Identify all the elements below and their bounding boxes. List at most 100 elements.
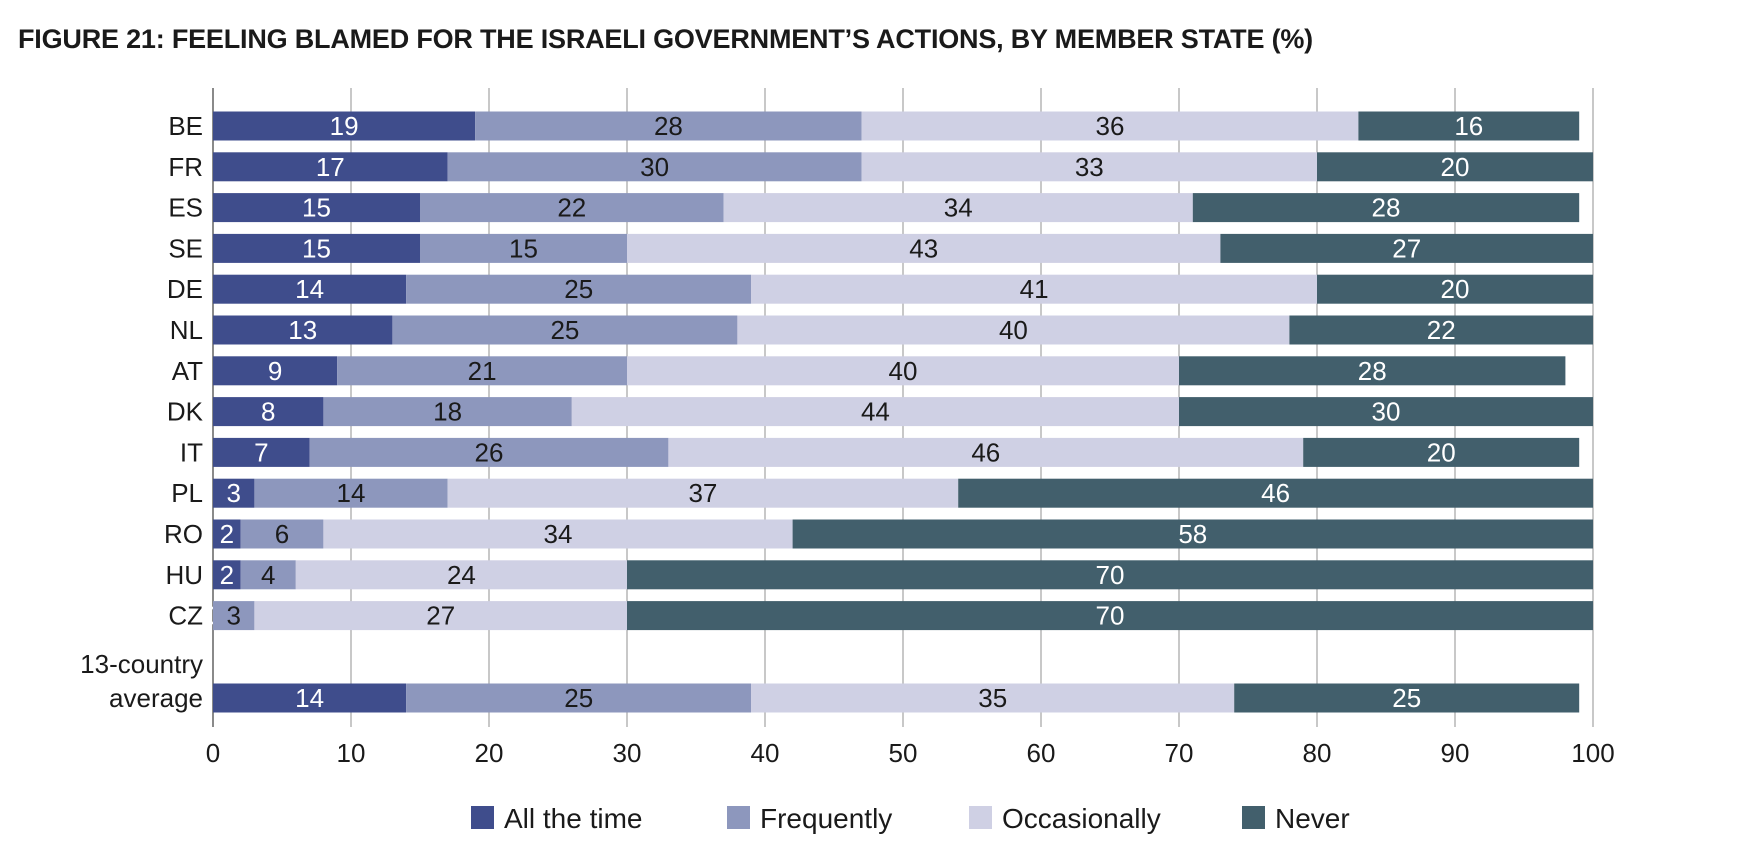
bar-segment <box>447 152 862 182</box>
category-label: HU <box>165 560 203 590</box>
bar-segment <box>475 111 862 141</box>
bar-segment <box>213 193 420 223</box>
x-tick-label: 100 <box>1571 738 1614 768</box>
data-label: 34 <box>944 193 973 223</box>
bar-segment <box>668 437 1304 467</box>
legend: All the time Frequently Occasionally Never <box>471 803 1350 834</box>
bar-segment <box>240 560 296 590</box>
bar-segment <box>309 437 669 467</box>
bar-segment <box>213 601 255 631</box>
bar-segment <box>627 560 1593 590</box>
category-label: BE <box>168 111 203 141</box>
legend-swatch <box>727 806 750 829</box>
data-label: 25 <box>1392 683 1421 713</box>
data-label: 20 <box>1441 274 1470 304</box>
data-label: 3 <box>226 478 240 508</box>
legend-label: Occasionally <box>1002 803 1161 834</box>
data-label: 40 <box>999 315 1028 345</box>
x-tick-label: 30 <box>613 738 642 768</box>
bar-segment <box>1179 356 1566 386</box>
bar-segment <box>751 274 1317 304</box>
data-label: 24 <box>447 560 476 590</box>
bar-segment <box>323 397 572 427</box>
bar-segment <box>295 560 627 590</box>
data-label: 17 <box>316 152 345 182</box>
bar-segment <box>1220 233 1593 263</box>
category-label: IT <box>180 437 203 467</box>
x-tick-label: 10 <box>337 738 366 768</box>
bar-segment <box>213 152 448 182</box>
data-label: 15 <box>302 193 331 223</box>
bar-segment <box>792 519 1593 549</box>
bar-segment <box>213 356 338 386</box>
x-tick-label: 70 <box>1165 738 1194 768</box>
data-label: 25 <box>564 683 593 713</box>
data-label: 70 <box>1096 560 1125 590</box>
data-label: 46 <box>971 437 1000 467</box>
data-label: 44 <box>861 397 890 427</box>
legend-swatch <box>471 806 494 829</box>
data-label: 33 <box>1075 152 1104 182</box>
bar-segment <box>1303 437 1580 467</box>
data-label: 6 <box>275 519 289 549</box>
category-label: AT <box>172 356 203 386</box>
data-label: 41 <box>1020 274 1049 304</box>
data-label: 28 <box>1358 356 1387 386</box>
bar-segment <box>1289 315 1593 345</box>
bar-segment <box>861 111 1359 141</box>
data-label: 22 <box>557 193 586 223</box>
bar-segment <box>1358 111 1580 141</box>
x-tick-label: 50 <box>889 738 918 768</box>
bar-segment <box>627 356 1179 386</box>
bar-segment <box>627 233 1221 263</box>
x-tick-label: 0 <box>206 738 220 768</box>
data-label: 26 <box>475 437 504 467</box>
data-label: 30 <box>640 152 669 182</box>
bar-segment <box>213 683 407 713</box>
bar-segment <box>1317 274 1593 304</box>
data-label: 25 <box>564 274 593 304</box>
x-tick-label: 40 <box>751 738 780 768</box>
data-label: 35 <box>978 683 1007 713</box>
category-label: SE <box>168 233 203 263</box>
data-label: 27 <box>1392 233 1421 263</box>
legend-swatch <box>969 806 992 829</box>
bar-segment <box>213 560 241 590</box>
category-label: 13-country average <box>80 649 203 713</box>
bar-segment <box>571 397 1179 427</box>
bar-segment <box>406 274 752 304</box>
bar-segment <box>1179 397 1593 427</box>
bar-segment <box>213 478 255 508</box>
bar-segment <box>254 478 448 508</box>
bar-segment <box>751 683 1235 713</box>
category-label: ES <box>168 193 203 223</box>
data-label: 15 <box>509 233 538 263</box>
category-label: NL <box>170 315 203 345</box>
data-label: 18 <box>433 397 462 427</box>
bar-segment <box>420 233 627 263</box>
category-label: RO <box>164 519 203 549</box>
data-label: 28 <box>654 111 683 141</box>
x-tick-label: 20 <box>475 738 504 768</box>
data-label: 27 <box>426 601 455 631</box>
data-label: 34 <box>544 519 573 549</box>
bar-segment <box>861 152 1317 182</box>
bar-segment <box>1234 683 1580 713</box>
legend-label: Never <box>1275 803 1350 834</box>
data-label: 19 <box>330 111 359 141</box>
bar-segment <box>254 601 627 631</box>
bar-segment <box>392 315 738 345</box>
bar-segment <box>447 478 959 508</box>
data-label: 25 <box>550 315 579 345</box>
data-label: 16 <box>1454 111 1483 141</box>
bar-segment <box>213 519 241 549</box>
data-label: 14 <box>295 683 324 713</box>
data-label: 2 <box>220 519 234 549</box>
data-label: 14 <box>295 274 324 304</box>
data-label: 70 <box>1096 601 1125 631</box>
legend-label: All the time <box>504 803 643 834</box>
data-label: 20 <box>1441 152 1470 182</box>
bar-segment <box>420 193 724 223</box>
